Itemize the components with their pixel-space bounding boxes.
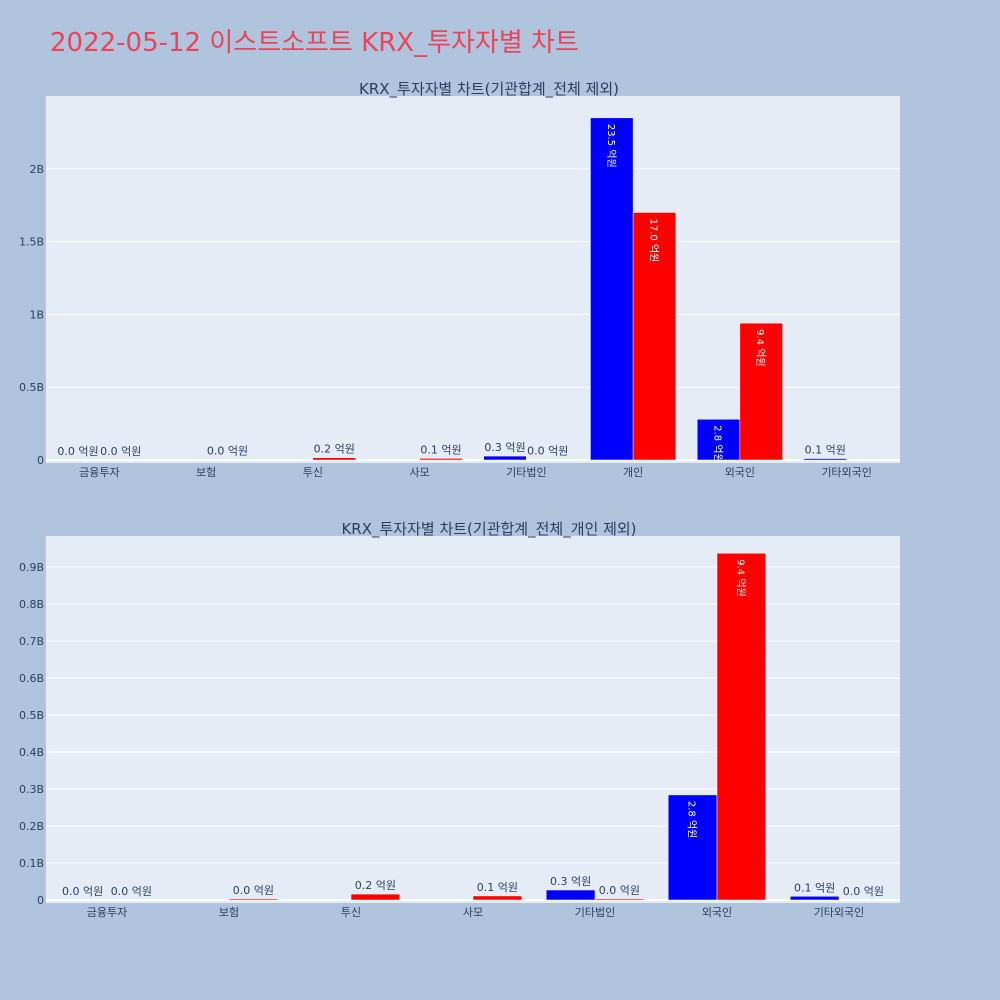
data-label: 9.4 억원 — [734, 559, 746, 596]
data-label: 2.8 억원 — [686, 801, 698, 838]
bar — [483, 455, 527, 461]
y-tick-label: 0.6B — [19, 672, 44, 685]
plot-area — [46, 536, 900, 903]
x-tick-label: 사모 — [463, 906, 483, 919]
data-label: 0.0 억원 — [111, 885, 152, 898]
x-tick-label: 사모 — [410, 466, 430, 479]
x-tick-label: 기타법인 — [506, 466, 546, 479]
data-label: 17.0 억원 — [647, 218, 659, 262]
y-tick-label: 2B — [29, 163, 44, 176]
data-label: 0.1 억원 — [805, 444, 846, 457]
chart-title: KRX_투자자별 차트(기관합계_전체 제외) — [359, 80, 619, 99]
y-tick-label: 0 — [37, 894, 44, 907]
data-label: 9.4 억원 — [754, 329, 766, 366]
bar — [312, 457, 356, 461]
bar — [803, 458, 847, 461]
data-label: 0.0 억원 — [100, 445, 141, 458]
data-label: 0.2 억원 — [355, 879, 396, 892]
y-tick-label: 0.9B — [19, 561, 44, 574]
y-tick-label: 0.5B — [19, 709, 44, 722]
data-label: 0.3 억원 — [550, 875, 591, 888]
chart-title: KRX_투자자별 차트(기관합계_전체_개인 제외) — [341, 520, 636, 539]
x-tick-label: 보험 — [196, 466, 216, 479]
y-tick-label: 0.3B — [19, 783, 44, 796]
data-label: 0.0 억원 — [207, 445, 248, 458]
bar — [789, 896, 840, 901]
x-tick-label: 금융투자 — [87, 906, 127, 919]
data-label: 0.1 억원 — [794, 881, 835, 894]
y-tick-label: 1.5B — [19, 236, 44, 249]
y-tick-label: 0.7B — [19, 635, 44, 648]
data-label: 0.1 억원 — [477, 881, 518, 894]
bar — [350, 893, 401, 901]
y-tick-label: 0 — [37, 454, 44, 467]
y-tick-label: 0.8B — [19, 598, 44, 611]
y-tick-label: 0.5B — [19, 381, 44, 394]
chart-1: 0 0.5B 1B 1.5B 2B KRX_투자자별 차트(기관합계_전체 제외) 금융투자… — [19, 80, 900, 479]
bar — [545, 889, 596, 901]
bar — [590, 117, 634, 461]
x-tick-label: 금융투자 — [79, 466, 119, 479]
bar — [594, 898, 645, 901]
data-label: 0.0 억원 — [527, 445, 568, 458]
x-tick-label: 개인 — [623, 466, 643, 479]
data-label: 0.0 억원 — [843, 885, 884, 898]
bar — [716, 552, 767, 901]
data-label: 0.1 억원 — [420, 443, 461, 456]
bar — [472, 895, 523, 901]
data-label: 0.0 억원 — [599, 884, 640, 897]
x-tick-label: 투신 — [303, 466, 323, 479]
bar — [667, 794, 718, 901]
y-tick-label: 1B — [29, 308, 44, 321]
page-title: 2022-05-12 이스트소프트 KRX_투자자별 차트 — [50, 28, 579, 58]
y-tick-label: 0.2B — [19, 820, 44, 833]
bar — [632, 212, 677, 461]
x-tick-label: 기타법인 — [575, 906, 615, 919]
x-tick-label: 보험 — [219, 906, 239, 919]
data-label: 0.0 억원 — [62, 885, 103, 898]
chart-2: 0 0.1B 0.2B 0.3B 0.4B 0.5B 0.6B 0.7B 0.8B 0.9B KRX… — [19, 520, 900, 919]
data-label: 2.8 억원 — [712, 425, 724, 462]
x-tick-label: 기타외국인 — [821, 466, 872, 479]
bar — [696, 418, 741, 461]
data-label: 0.0 억원 — [57, 445, 98, 458]
data-label: 0.0 억원 — [233, 884, 274, 897]
x-tick-label: 투신 — [341, 906, 361, 919]
data-label: 23.5 억원 — [605, 124, 617, 168]
bar — [228, 898, 279, 901]
data-label: 0.2 억원 — [314, 443, 355, 456]
x-tick-label: 외국인 — [725, 466, 755, 479]
y-tick-label: 0.4B — [19, 746, 44, 759]
y-tick-label: 0.1B — [19, 857, 44, 870]
x-tick-label: 기타외국인 — [814, 906, 865, 919]
data-label: 0.3 억원 — [484, 441, 525, 454]
bar — [419, 458, 463, 461]
bar — [739, 322, 783, 461]
x-tick-label: 외국인 — [702, 906, 732, 919]
